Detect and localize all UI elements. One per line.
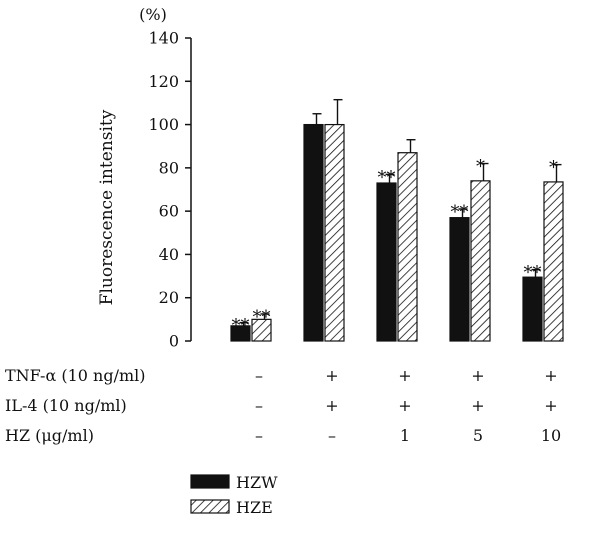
condition-value: +: [544, 396, 557, 415]
significance-marker: **: [524, 263, 542, 284]
condition-value: 5: [473, 426, 483, 445]
condition-value: +: [471, 396, 484, 415]
condition-value: +: [325, 396, 338, 415]
legend-label-hzw: HZW: [236, 473, 278, 492]
bar-hzw: [303, 123, 324, 342]
condition-value: +: [471, 366, 484, 385]
significance-marker: **: [378, 167, 396, 188]
y-tick-label: 80: [159, 158, 179, 177]
condition-value: +: [325, 366, 338, 385]
condition-value: +: [544, 366, 557, 385]
bar-hze: [397, 152, 418, 342]
condition-value: +: [398, 366, 411, 385]
y-axis-title: Fluorescence intensity: [97, 109, 117, 305]
condition-value: –: [328, 426, 336, 445]
bar-hze: [543, 181, 564, 342]
condition-value: –: [255, 366, 263, 385]
significance-marker: *: [549, 158, 558, 179]
bar-hze: [324, 123, 345, 342]
y-axis-unit: (%): [139, 5, 167, 24]
significance-marker: **: [253, 307, 271, 328]
condition-label: IL-4 (10 ng/ml): [5, 396, 127, 415]
legend-swatch-hze: [190, 499, 230, 514]
bar-hzw: [230, 325, 251, 342]
y-tick-label: 100: [148, 115, 179, 134]
y-tick-label: 40: [159, 245, 179, 264]
bar-hze: [251, 318, 272, 342]
significance-marker: *: [476, 157, 485, 178]
y-tick-label: 60: [159, 202, 179, 221]
condition-label: HZ (μg/ml): [5, 426, 94, 445]
condition-value: +: [398, 396, 411, 415]
condition-label: TNF-α (10 ng/ml): [5, 366, 146, 385]
bar-hzw: [522, 276, 543, 342]
y-tick-label: 140: [148, 29, 179, 48]
bar-hzw: [449, 217, 470, 342]
bar-hze: [470, 180, 491, 342]
y-tick-label: 0: [169, 332, 179, 351]
legend-label-hze: HZE: [236, 498, 273, 517]
condition-value: 1: [400, 426, 410, 445]
y-tick-label: 120: [148, 72, 179, 91]
condition-value: –: [255, 426, 263, 445]
significance-marker: **: [451, 202, 469, 223]
condition-value: 10: [541, 426, 561, 445]
bar-hzw: [376, 182, 397, 342]
significance-marker: **: [232, 316, 250, 337]
y-tick-label: 20: [159, 288, 179, 307]
condition-value: –: [255, 396, 263, 415]
legend-swatch-hzw: [190, 474, 230, 489]
